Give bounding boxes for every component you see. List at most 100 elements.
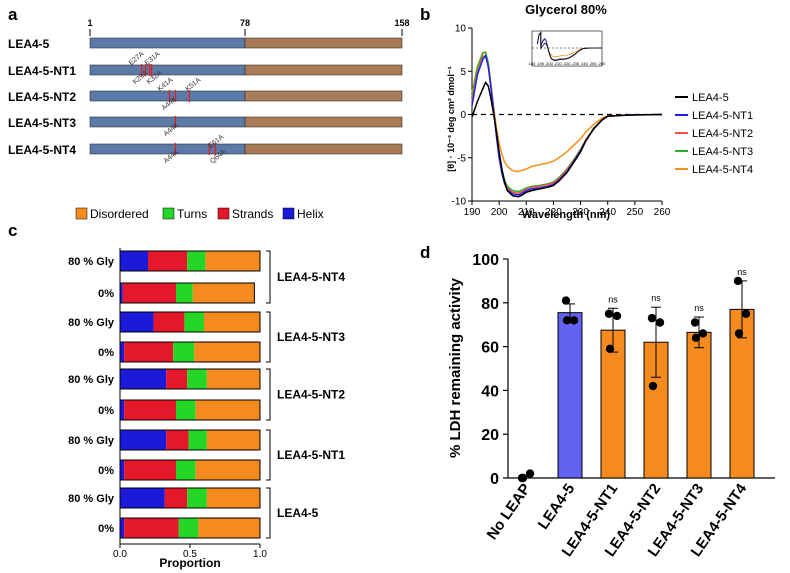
row-label: 80 % Gly [68, 256, 115, 268]
construct-label: LEA4-5-NT4 [8, 143, 76, 157]
inset-tick-label: 200 [546, 61, 553, 66]
mutation-label: E31A [144, 50, 162, 67]
data-point [655, 318, 665, 327]
bar-segment [148, 251, 188, 271]
x-tick-label: 220 [545, 207, 562, 218]
legend-swatch [217, 207, 230, 220]
series-line [471, 81, 663, 198]
panel-label-a: a [8, 5, 18, 24]
data-point [605, 344, 615, 353]
domain-c-terminal [244, 90, 403, 102]
legend-label: Turns [177, 207, 207, 221]
row-label: 80 % Gly [68, 435, 115, 447]
inset-tick-label: 210 [555, 61, 562, 66]
legend-label: Strands [232, 207, 273, 221]
bar [686, 331, 712, 479]
bar-segment [120, 488, 165, 508]
bar-segment [124, 342, 174, 362]
row-label: 0% [98, 465, 114, 477]
legend-label: Disordered [90, 207, 149, 221]
bar-segment [184, 312, 204, 332]
chart-title: Glycerol 80% [525, 2, 607, 17]
group-label: LEA4-5-NT2 [277, 388, 345, 402]
bar-segment [195, 460, 260, 480]
bar-segment [187, 251, 206, 271]
construct-label: LEA4-5 [8, 37, 50, 51]
inset-tick-label: 180 [529, 61, 536, 66]
data-point [734, 329, 744, 338]
group-bracket [266, 311, 271, 363]
group-bracket [266, 429, 271, 481]
scale-label-78: 78 [240, 18, 250, 28]
row-label: 80 % Gly [68, 317, 115, 329]
legend-label: LEA4-5-NT2 [692, 128, 753, 140]
inset-tick-label: 230 [572, 61, 579, 66]
row-label: 80 % Gly [68, 493, 115, 505]
data-point [733, 276, 743, 286]
data-point [690, 318, 700, 327]
y-tick-label: 100 [472, 252, 499, 269]
bar-segment [124, 460, 176, 480]
x-tick-label: 200 [491, 207, 508, 218]
bar-segment [153, 312, 185, 332]
inset-series-line [536, 31, 602, 61]
bar-segment [120, 430, 167, 450]
bar-segment [206, 430, 260, 450]
data-point [518, 473, 528, 483]
inset-tick-label: 190 [537, 61, 544, 66]
bar-segment [166, 430, 189, 450]
mutation-label: K41A [157, 76, 175, 93]
y-tick-label: 40 [481, 383, 499, 400]
data-point [561, 296, 571, 305]
legend-label: LEA4-5 [692, 92, 729, 104]
x-tick-label: 190 [464, 207, 481, 218]
inset-tick-label: 220 [564, 61, 571, 66]
significance-label: ns [608, 294, 618, 304]
bar-segment [176, 460, 196, 480]
x-tick-label: 230 [572, 207, 589, 218]
y-tick-label: 20 [481, 427, 499, 444]
bar-segment [120, 518, 125, 538]
x-axis-label: Wavelength (nm) [522, 209, 611, 221]
bar-segment [206, 369, 260, 389]
x-tick-label: 250 [627, 207, 644, 218]
bar-segment [188, 430, 207, 450]
bar-segment [176, 283, 193, 303]
x-tick-label: 210 [518, 207, 535, 218]
data-point [569, 316, 579, 325]
bar-segment [187, 488, 207, 508]
panel-b-cd-spectra: Glycerol 80% Wavelength (nm) [θ] · 10⁻³ … [446, 2, 753, 221]
panel-label-d: d [420, 243, 430, 262]
group-label: LEA4-5 [277, 506, 319, 520]
bar-segment [195, 400, 260, 420]
bar-segment [120, 460, 125, 480]
y-tick-label: 60 [481, 340, 499, 357]
data-point [698, 329, 708, 338]
bar-segment [120, 251, 148, 271]
domain-c-terminal [244, 64, 403, 76]
legend-label: Helix [297, 207, 324, 221]
row-label: 0% [98, 347, 114, 359]
mutation-label: E27A [128, 50, 146, 67]
bar-segment [192, 283, 255, 303]
scale-label-158: 158 [394, 18, 409, 28]
domain-n-terminal [89, 116, 246, 128]
bar-segment [124, 518, 179, 538]
panel-a-domain-map: 1 78 158 LEA4-5LEA4-5-NT1E27AE31AK29AK32… [8, 18, 410, 165]
row-label: 80 % Gly [68, 374, 115, 386]
domain-n-terminal [89, 90, 246, 102]
series-line [471, 51, 663, 173]
legend-label: LEA4-5-NT4 [692, 164, 753, 176]
domain-c-terminal [244, 116, 403, 128]
data-point [604, 309, 614, 318]
panel-c-secondary-structure: Proportion Disordered Turns Strands Helix 80… [68, 207, 345, 570]
row-label: 0% [98, 288, 114, 300]
y-tick-label: 0 [460, 110, 466, 121]
x-tick-label: 260 [654, 207, 671, 218]
legend-swatch [282, 207, 295, 220]
significance-label: ns [651, 293, 661, 303]
x-tick-label: 0.5 [183, 549, 197, 560]
group-bracket [266, 487, 271, 539]
y-tick-label: 80 [481, 296, 499, 313]
